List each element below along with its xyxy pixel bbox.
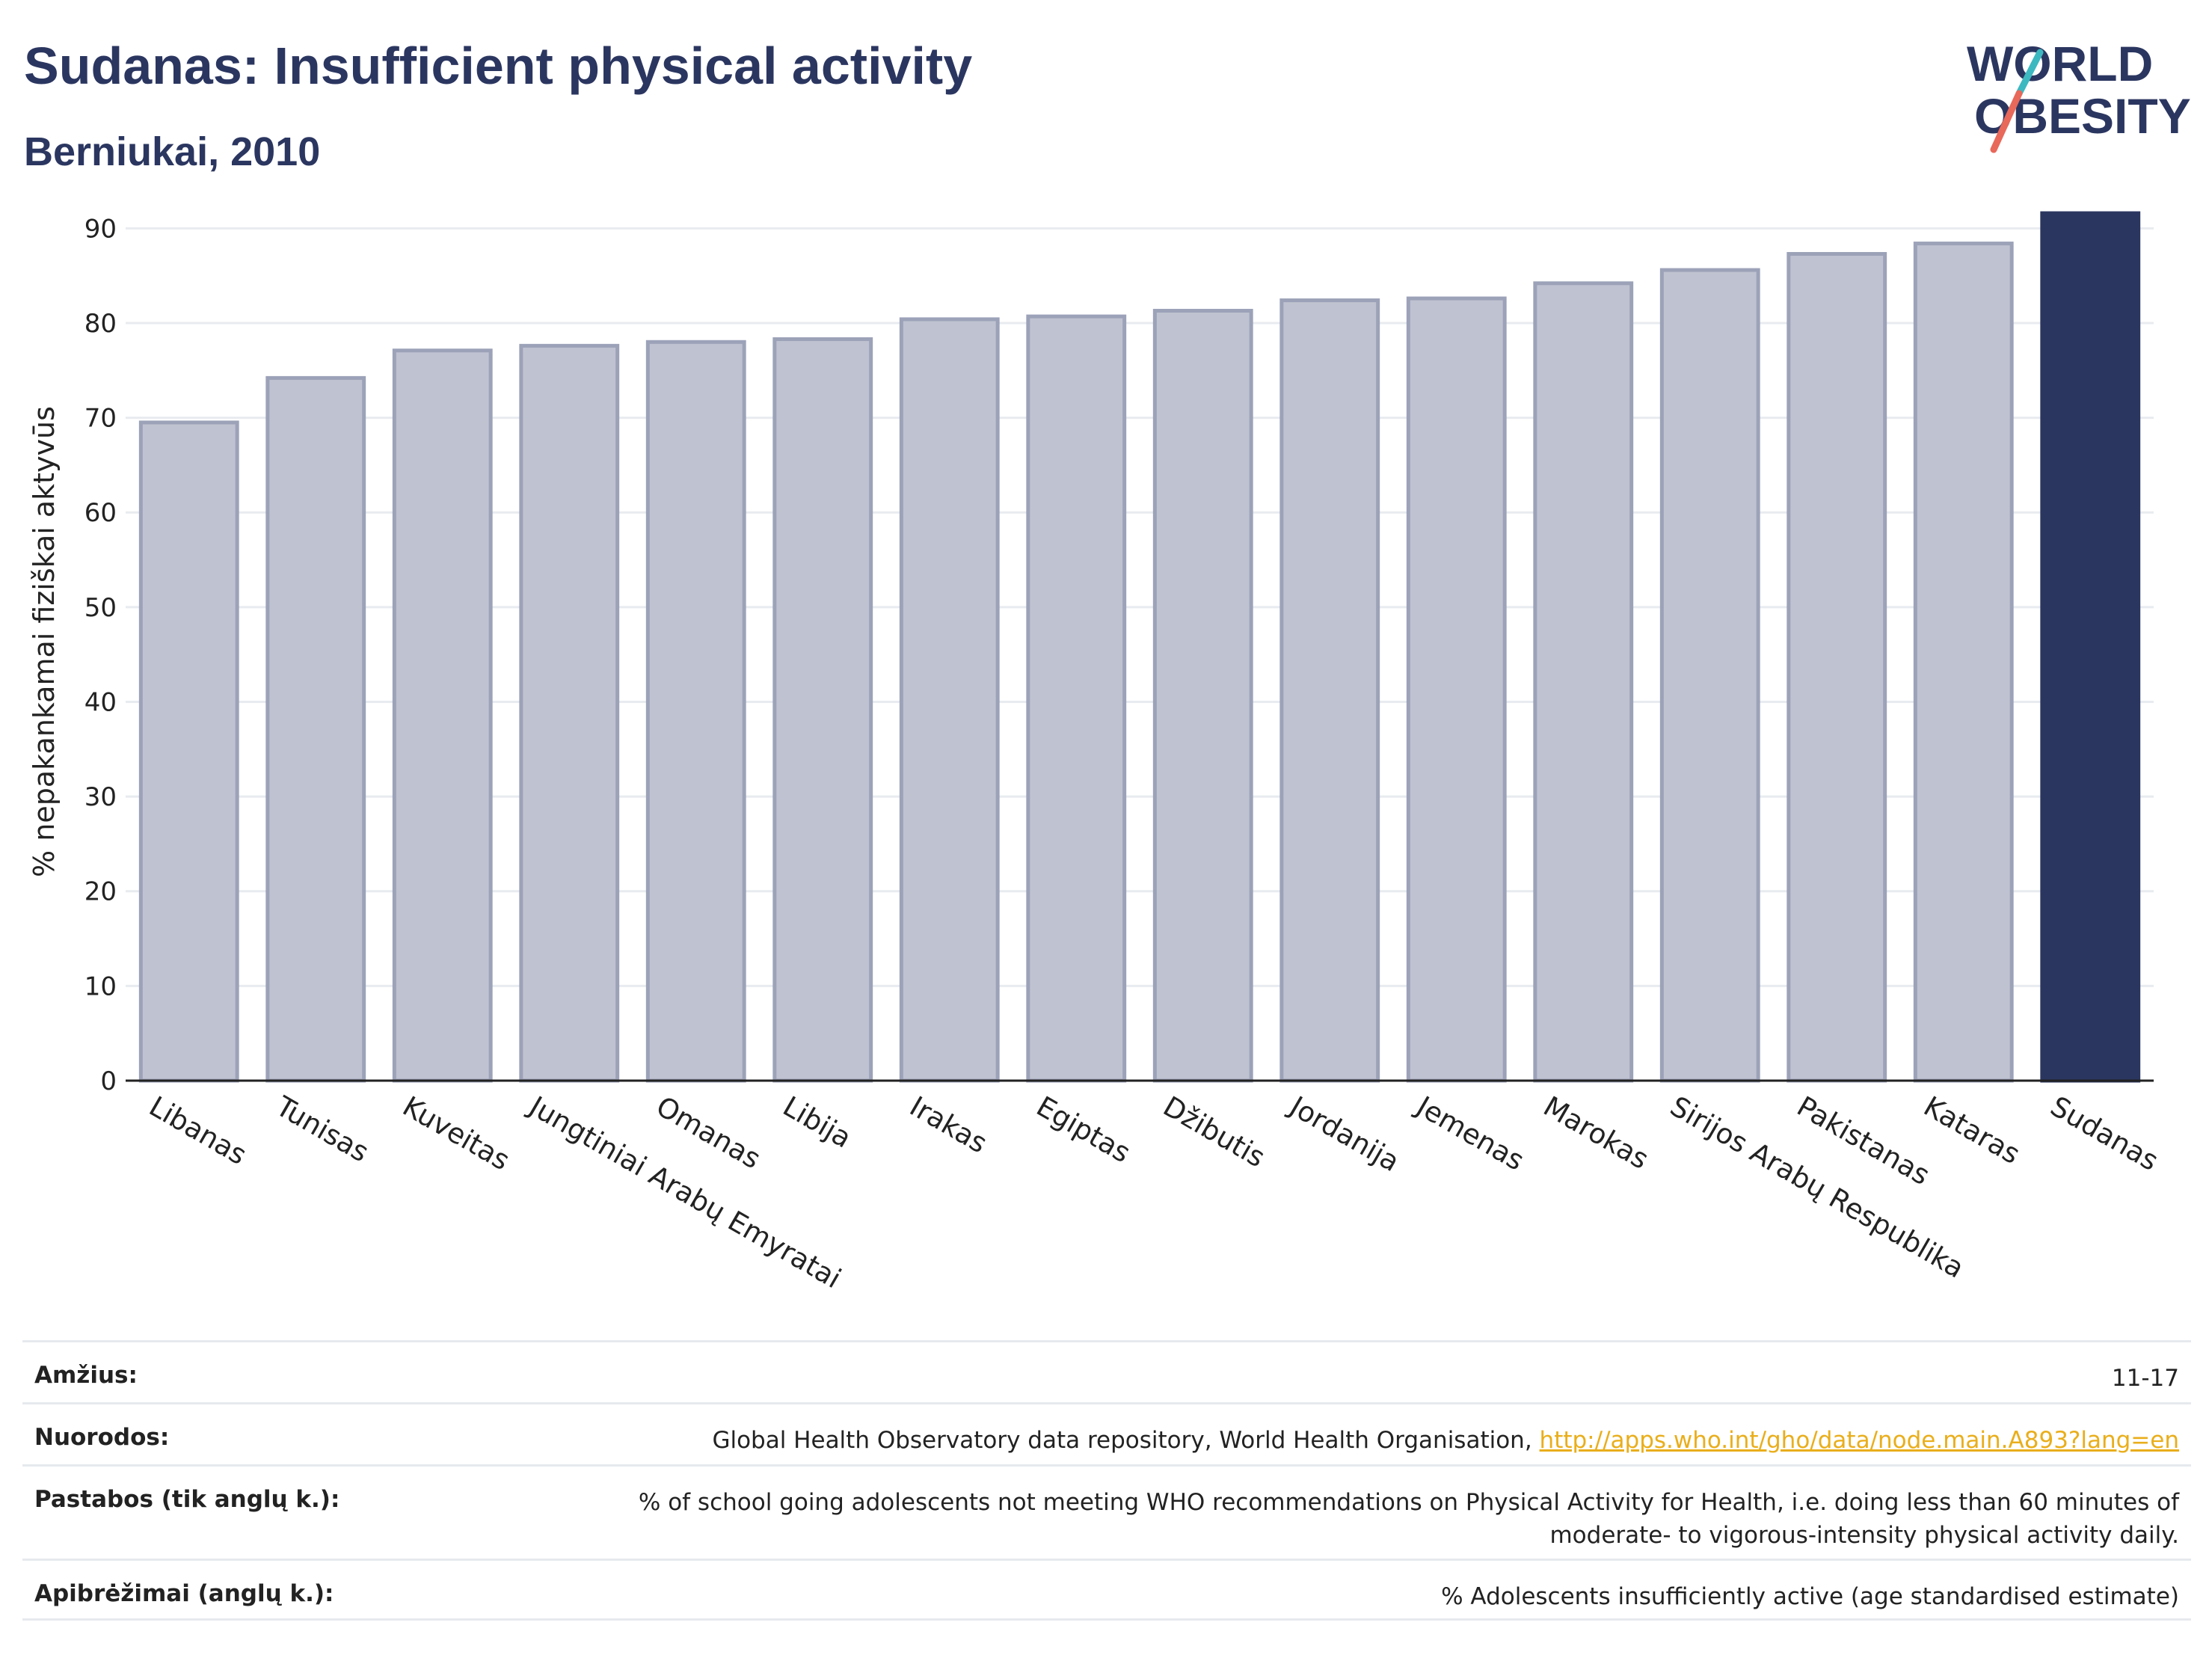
bar[interactable] [772,337,873,1083]
info-label-references: Nuorodos: [34,1424,170,1451]
chart-subtitle: Berniukai, 2010 [24,129,321,174]
info-row-notes: Pastabos (tik anglų k.): % of school goi… [22,1464,2191,1559]
bar[interactable] [1026,314,1127,1083]
source-link[interactable]: http://apps.who.int/gho/data/node.main.A… [1539,1427,2179,1454]
bars [138,211,2141,1083]
info-row-references: Nuorodos: Global Health Observatory data… [22,1402,2191,1464]
logo-line1: WORLD [1967,36,2153,91]
y-tick-label: 70 [85,404,117,434]
info-row-definitions: Apibrėžimai (anglų k.): % Adolescents in… [22,1559,2191,1621]
x-tick-label: Egiptas [1031,1090,1136,1170]
bar[interactable] [138,420,239,1083]
info-value-notes: % of school going adolescents not meetin… [638,1489,2179,1549]
y-axis-ticks: 0 10 20 30 40 50 60 70 80 90 [85,214,117,1096]
info-row-age: Amžius: 11-17 [22,1340,2191,1402]
x-tick-label: Kataras [1918,1090,2025,1171]
x-tick-label: Jordanija [1283,1090,1405,1179]
world-obesity-logo[interactable]: WORLD OBESITY [1944,30,2199,165]
bar[interactable] [1279,298,1380,1083]
bar[interactable] [2040,211,2141,1083]
y-tick-label: 30 [85,782,117,812]
bar[interactable] [899,317,1000,1083]
bar-chart: 0 10 20 30 40 50 60 70 80 90 Libanas Tunisas Kuveit… [28,211,2164,1295]
info-value-references: Global Health Observatory data repositor… [712,1427,1540,1454]
x-tick-label: Marokas [1538,1090,1654,1176]
y-tick-label: 60 [85,498,117,528]
info-table: Amžius: 11-17 Nuorodos: Global Health Ob… [22,1340,2191,1621]
y-tick-label: 80 [85,309,117,339]
x-tick-label: Libija [778,1090,857,1155]
bar[interactable] [1533,281,1634,1083]
x-tick-label: Irakas [904,1090,992,1160]
bar[interactable] [1913,242,2014,1083]
bar[interactable] [519,343,620,1083]
bar[interactable] [1406,296,1507,1083]
bar[interactable] [1659,268,1760,1083]
x-tick-label: Sudanas [2045,1090,2164,1177]
info-label-age: Amžius: [34,1362,138,1389]
info-label-definitions: Apibrėžimai (anglų k.): [34,1580,334,1607]
x-tick-label: Omanas [651,1090,766,1176]
logo-slash-red [1990,90,2023,153]
y-tick-label: 90 [85,214,117,244]
y-tick-label: 10 [85,971,117,1001]
y-axis-title: % nepakankamai fiziškai aktyvūs [28,406,61,877]
info-label-notes: Pastabos (tik anglų k.): [34,1486,340,1513]
y-tick-label: 0 [100,1066,117,1096]
x-tick-label: Jemenas [1410,1090,1530,1177]
x-tick-label: Tunisas [270,1090,375,1168]
y-tick-label: 20 [85,877,117,907]
bar[interactable] [1152,308,1253,1083]
info-value-age: 11-17 [2111,1365,2179,1392]
info-value-definitions: % Adolescents insufficiently active (age… [1441,1583,2179,1610]
x-tick-label: Libanas [144,1090,252,1171]
logo-slash-teal [2015,49,2044,97]
x-tick-label: Džibutis [1158,1090,1271,1174]
y-tick-label: 50 [85,593,117,623]
y-tick-label: 40 [85,687,117,717]
bar[interactable] [265,375,366,1083]
bar[interactable] [1787,252,1887,1083]
bar[interactable] [392,348,493,1083]
bar[interactable] [645,340,746,1083]
x-tick-label: Kuveitas [397,1090,515,1177]
x-axis-labels: Libanas Tunisas Kuveitas Jungtiniai Arabų E… [144,1090,2163,1295]
chart-title: Sudanas: Insufficient physical activity [24,37,973,95]
